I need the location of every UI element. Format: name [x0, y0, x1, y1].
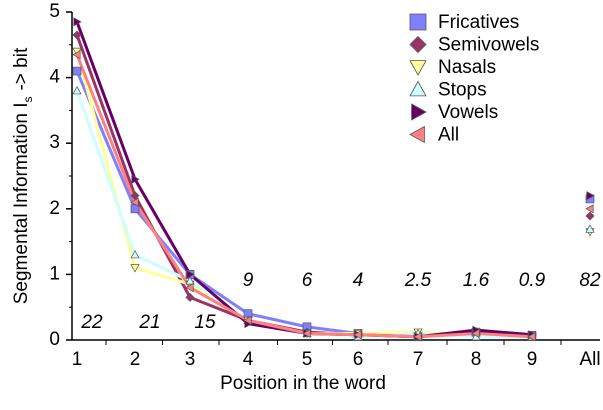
marker	[72, 85, 82, 95]
legend-label: Nasals	[438, 57, 496, 78]
legend-label: Fricatives	[438, 12, 519, 33]
legend-label: Vowels	[438, 102, 498, 123]
annotation: 2.5	[404, 270, 432, 291]
y-tick-label: 0	[49, 329, 60, 350]
marker	[186, 269, 195, 279]
y-tick-label: 5	[49, 1, 60, 22]
legend-marker	[411, 103, 427, 121]
marker	[585, 224, 595, 233]
marker	[130, 249, 140, 259]
marker	[585, 204, 594, 214]
annotation: 15	[194, 312, 216, 333]
marker	[243, 315, 252, 325]
marker	[585, 211, 595, 221]
x-tick-label: 8	[471, 349, 482, 370]
marker	[185, 276, 195, 285]
marker	[73, 17, 82, 27]
annotation: 21	[138, 312, 160, 333]
annotation: 22	[80, 312, 103, 333]
annotation: 4	[353, 270, 364, 291]
annotation: 9	[243, 270, 254, 291]
x-tick-label: 6	[353, 349, 364, 370]
marker	[72, 50, 81, 60]
x-tick-label: 2	[130, 349, 141, 370]
x-tick-label: 1	[72, 349, 83, 370]
x-tick-label: 9	[527, 349, 538, 370]
marker	[72, 66, 82, 76]
marker	[471, 328, 480, 339]
y-tick-label: 1	[49, 263, 60, 284]
x-tick-label: 7	[413, 349, 424, 370]
marker	[527, 332, 536, 342]
annotation: 1.6	[463, 270, 490, 291]
x-tick-label: 4	[243, 349, 254, 370]
legend-marker	[409, 35, 427, 54]
x-tick-label: All	[579, 349, 600, 370]
legend-marker	[409, 60, 427, 76]
annotation: 6	[302, 270, 313, 291]
y-tick-label: 3	[49, 132, 60, 153]
marker	[130, 197, 139, 207]
y-tick-label: 4	[49, 67, 60, 88]
marker	[586, 191, 595, 201]
marker	[185, 292, 195, 302]
y-axis-label: Segmental Information Is -> bit	[11, 47, 35, 304]
marker	[185, 282, 194, 293]
legend-marker	[409, 125, 425, 144]
marker	[130, 264, 140, 273]
legend-label: Semivowels	[438, 35, 539, 56]
marker	[413, 332, 422, 342]
marker	[72, 30, 82, 40]
annotation: 0.9	[519, 270, 546, 291]
annotation: 82	[579, 270, 601, 291]
legend-marker	[409, 80, 427, 97]
y-axis-label-main: Segmental Information I	[11, 103, 32, 305]
x-tick-label: 3	[185, 349, 196, 370]
legend-marker	[409, 13, 427, 31]
legend-label: Stops	[438, 80, 487, 101]
x-axis-label: Position in the word	[220, 373, 386, 394]
y-axis-label-subscript: s	[21, 97, 35, 103]
legend-label: All	[438, 125, 459, 146]
marker	[302, 328, 311, 339]
marker	[131, 174, 140, 184]
x-tick-label: 5	[302, 349, 313, 370]
y-tick-label: 2	[49, 198, 60, 219]
y-axis-label-suffix: -> bit	[11, 47, 32, 90]
marker	[353, 330, 362, 340]
